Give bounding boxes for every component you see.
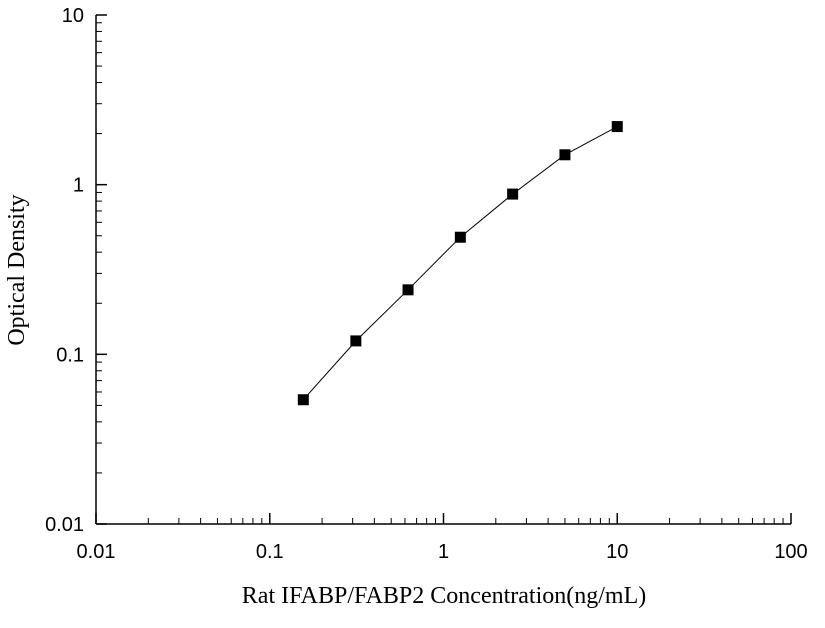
x-tick-label: 0.01 bbox=[77, 541, 116, 563]
y-tick-labels: 0.01 0.1 1 10 bbox=[45, 5, 84, 536]
data-point bbox=[507, 188, 519, 200]
y-minor-ticks bbox=[96, 22, 102, 474]
x-tick-label: 10 bbox=[606, 541, 628, 563]
x-tick-label: 100 bbox=[774, 541, 807, 563]
y-axis-title: Optical Density bbox=[4, 194, 30, 345]
x-tick-labels: 0.01 0.1 1 10 100 bbox=[77, 541, 808, 563]
x-tick-label: 0.1 bbox=[256, 541, 284, 563]
y-tick-label: 10 bbox=[62, 5, 84, 27]
y-tick-label: 0.01 bbox=[45, 514, 84, 536]
x-tick-label: 1 bbox=[438, 541, 449, 563]
series-line bbox=[302, 126, 618, 401]
data-point bbox=[402, 284, 414, 296]
y-tick-label: 0.1 bbox=[56, 344, 84, 366]
data-point bbox=[350, 335, 362, 347]
x-minor-ticks bbox=[147, 518, 784, 524]
y-tick-label: 1 bbox=[73, 175, 84, 197]
data-point bbox=[454, 231, 466, 243]
y-major-ticks bbox=[96, 14, 107, 525]
data-point bbox=[611, 121, 623, 133]
data-point bbox=[559, 149, 571, 161]
data-point bbox=[297, 394, 309, 406]
x-axis-title: Rat IFABP/FABP2 Concentration(ng/mL) bbox=[242, 583, 646, 609]
data-points bbox=[297, 121, 623, 406]
